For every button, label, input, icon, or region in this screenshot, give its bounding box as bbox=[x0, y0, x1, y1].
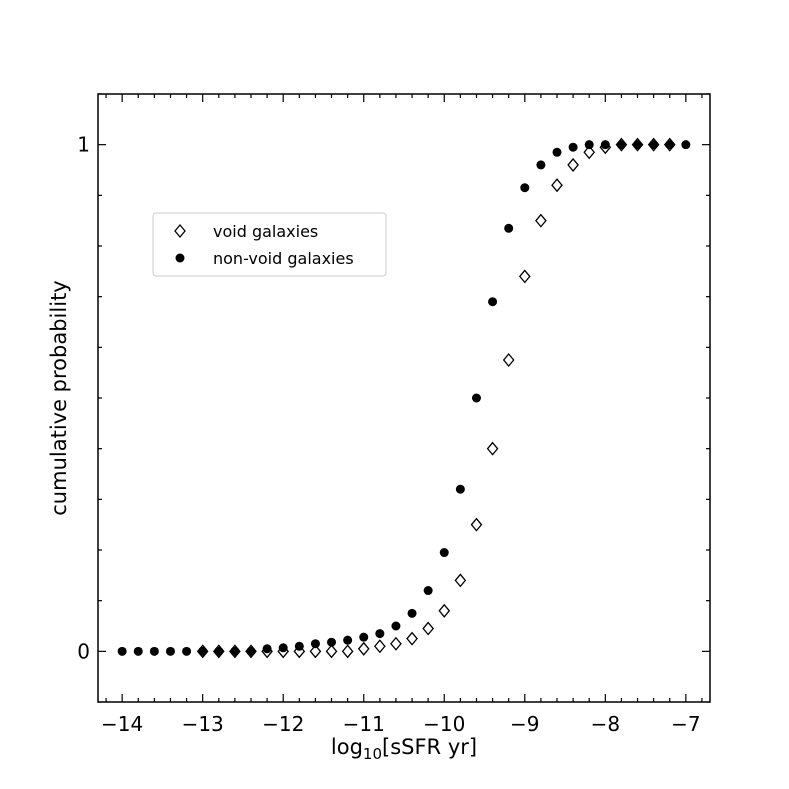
axis-ticks bbox=[98, 93, 710, 703]
legend-frame bbox=[152, 212, 387, 277]
legend-marker-void bbox=[174, 223, 186, 239]
non-void-point bbox=[649, 140, 659, 150]
non-void-point bbox=[536, 160, 546, 170]
non-void-point bbox=[439, 548, 449, 558]
x-tick-label: −11 bbox=[343, 712, 385, 736]
non-void-point bbox=[504, 223, 514, 233]
void-point bbox=[373, 639, 386, 654]
void-point bbox=[535, 213, 547, 228]
non-void-point bbox=[681, 140, 691, 150]
non-void-point bbox=[600, 140, 610, 150]
non-void-point bbox=[246, 646, 256, 656]
void-point bbox=[341, 644, 354, 659]
x-tick-label: −9 bbox=[510, 712, 539, 736]
non-void-point bbox=[165, 646, 175, 656]
non-void-point bbox=[520, 183, 530, 193]
y-tick-label: 0 bbox=[77, 639, 90, 663]
legend-marker-non-void bbox=[175, 253, 185, 263]
x-tick-label: −12 bbox=[262, 712, 304, 736]
x-axis-label-main: log bbox=[331, 735, 363, 759]
x-tick-label: −8 bbox=[591, 712, 620, 736]
void-point bbox=[309, 644, 322, 659]
x-tick-label: −14 bbox=[101, 712, 143, 736]
non-void-point bbox=[633, 140, 643, 150]
void-point bbox=[406, 631, 418, 646]
non-void-point bbox=[423, 586, 433, 596]
void-point bbox=[357, 641, 370, 656]
non-void-point bbox=[182, 646, 192, 656]
non-void-point bbox=[327, 637, 337, 647]
non-void-point bbox=[488, 297, 498, 307]
legend-label-void: void galaxies bbox=[213, 222, 318, 241]
non-void-point bbox=[133, 646, 143, 656]
non-void-point bbox=[198, 646, 208, 656]
void-point bbox=[470, 517, 483, 532]
non-void-point bbox=[552, 147, 562, 157]
non-void-point bbox=[149, 646, 159, 656]
void-point bbox=[567, 157, 579, 172]
x-axis-label-subscript: 10 bbox=[363, 745, 382, 763]
non-void-point bbox=[391, 621, 401, 631]
non-void-point bbox=[117, 646, 127, 656]
x-axis-label: log10[sSFR yr] bbox=[331, 735, 477, 763]
void-point bbox=[422, 621, 435, 636]
void-point bbox=[518, 269, 531, 284]
legend-label-non-void: non-void galaxies bbox=[213, 249, 354, 268]
non-void-point bbox=[665, 140, 675, 150]
non-void-point bbox=[343, 635, 353, 645]
non-void-point bbox=[407, 608, 417, 618]
non-void-point bbox=[310, 639, 320, 649]
x-tick-label: −7 bbox=[671, 712, 700, 736]
void-point bbox=[583, 145, 596, 160]
non-void-point bbox=[230, 646, 240, 656]
non-void-point bbox=[455, 484, 465, 494]
non-void-point bbox=[278, 643, 288, 653]
non-void-point bbox=[359, 632, 369, 642]
non-void-point bbox=[262, 644, 272, 654]
void-point bbox=[390, 636, 402, 651]
non-void-point bbox=[294, 641, 304, 651]
legend: void galaxies non-void galaxies bbox=[152, 212, 387, 277]
series-non-void bbox=[117, 140, 691, 656]
non-void-point bbox=[616, 140, 626, 150]
series-void bbox=[196, 137, 676, 659]
non-void-point bbox=[375, 629, 385, 639]
y-tick-label: 1 bbox=[77, 133, 90, 157]
void-point bbox=[325, 644, 338, 659]
void-point bbox=[486, 441, 499, 456]
y-axis-label: cumulative probability bbox=[47, 280, 71, 515]
void-point bbox=[293, 644, 306, 659]
void-point bbox=[454, 573, 467, 588]
x-axis-label-rest: [sSFR yr] bbox=[382, 735, 477, 759]
non-void-point bbox=[568, 142, 578, 152]
x-tick-label: −13 bbox=[182, 712, 224, 736]
void-point bbox=[438, 603, 451, 618]
non-void-point bbox=[214, 646, 224, 656]
void-point bbox=[551, 178, 563, 193]
data-series bbox=[117, 137, 691, 659]
x-tick-label: −10 bbox=[423, 712, 465, 736]
tick-labels: −14 −13 −12 −11 −10 −9 −8 −7 0 1 bbox=[77, 133, 700, 736]
non-void-point bbox=[471, 393, 481, 403]
plot-frame bbox=[97, 93, 711, 703]
non-void-point bbox=[584, 140, 594, 150]
void-point bbox=[502, 352, 515, 368]
